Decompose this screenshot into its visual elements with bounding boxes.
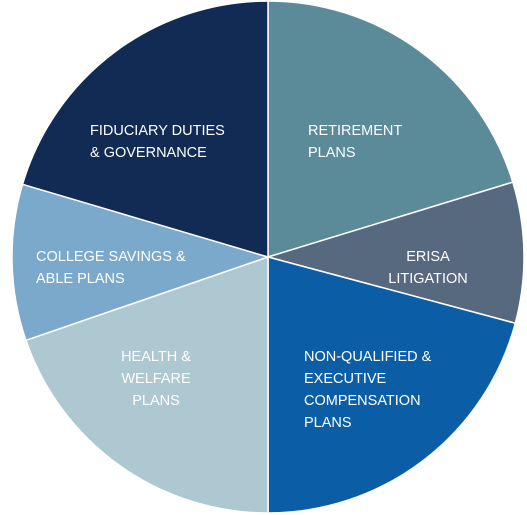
segment: HEALTH & WELFARE PLANS [24, 255, 269, 514]
segment-label: ERISA LITIGATION [388, 249, 468, 287]
segment: NON-QUALIFIED & EXECUTIVE COMPENSATION PLAN… [267, 256, 517, 514]
segment: COLLEGE SAVINGS & ABLE PLANS [11, 183, 271, 342]
label-line: COMPENSATION [304, 393, 421, 409]
segment-shape [265, 181, 525, 325]
label-line: LITIGATION [388, 271, 468, 287]
segment-shape [24, 255, 269, 514]
segment-label: RETIREMENT PLANS [308, 123, 402, 161]
label-line: PLANS [304, 415, 352, 431]
label-line: EXECUTIVE [304, 371, 387, 387]
label-line: COLLEGE SAVINGS & [36, 249, 186, 265]
segment-label: FIDUCIARY DUTIES & GOVERNANCE [90, 123, 225, 161]
label-line: HEALTH & [121, 349, 191, 365]
segment-shape [267, 0, 514, 259]
segment-label: COLLEGE SAVINGS & ABLE PLANS [36, 249, 186, 287]
segment-label: HEALTH & WELFARE PLANS [121, 349, 191, 409]
label-line: & GOVERNANCE [90, 145, 207, 161]
label-line: FIDUCIARY DUTIES [90, 123, 225, 139]
segment: FIDUCIARY DUTIES & GOVERNANCE [21, 0, 269, 259]
label-line: ERISA [406, 249, 450, 265]
label-line: PLANS [132, 393, 180, 409]
label-line: NON-QUALIFIED & [304, 349, 432, 365]
label-line: PLANS [308, 145, 356, 161]
label-line: ABLE PLANS [36, 271, 125, 287]
segment-shape [11, 183, 271, 342]
segment: RETIREMENT PLANS [267, 0, 514, 259]
segment-shape [21, 0, 269, 259]
label-line: RETIREMENT [308, 123, 402, 139]
segment-label: NON-QUALIFIED & EXECUTIVE COMPENSATION PLAN… [304, 349, 432, 431]
label-line: WELFARE [121, 371, 191, 387]
segment-shape [267, 256, 517, 514]
segment: ERISA LITIGATION [265, 181, 525, 325]
